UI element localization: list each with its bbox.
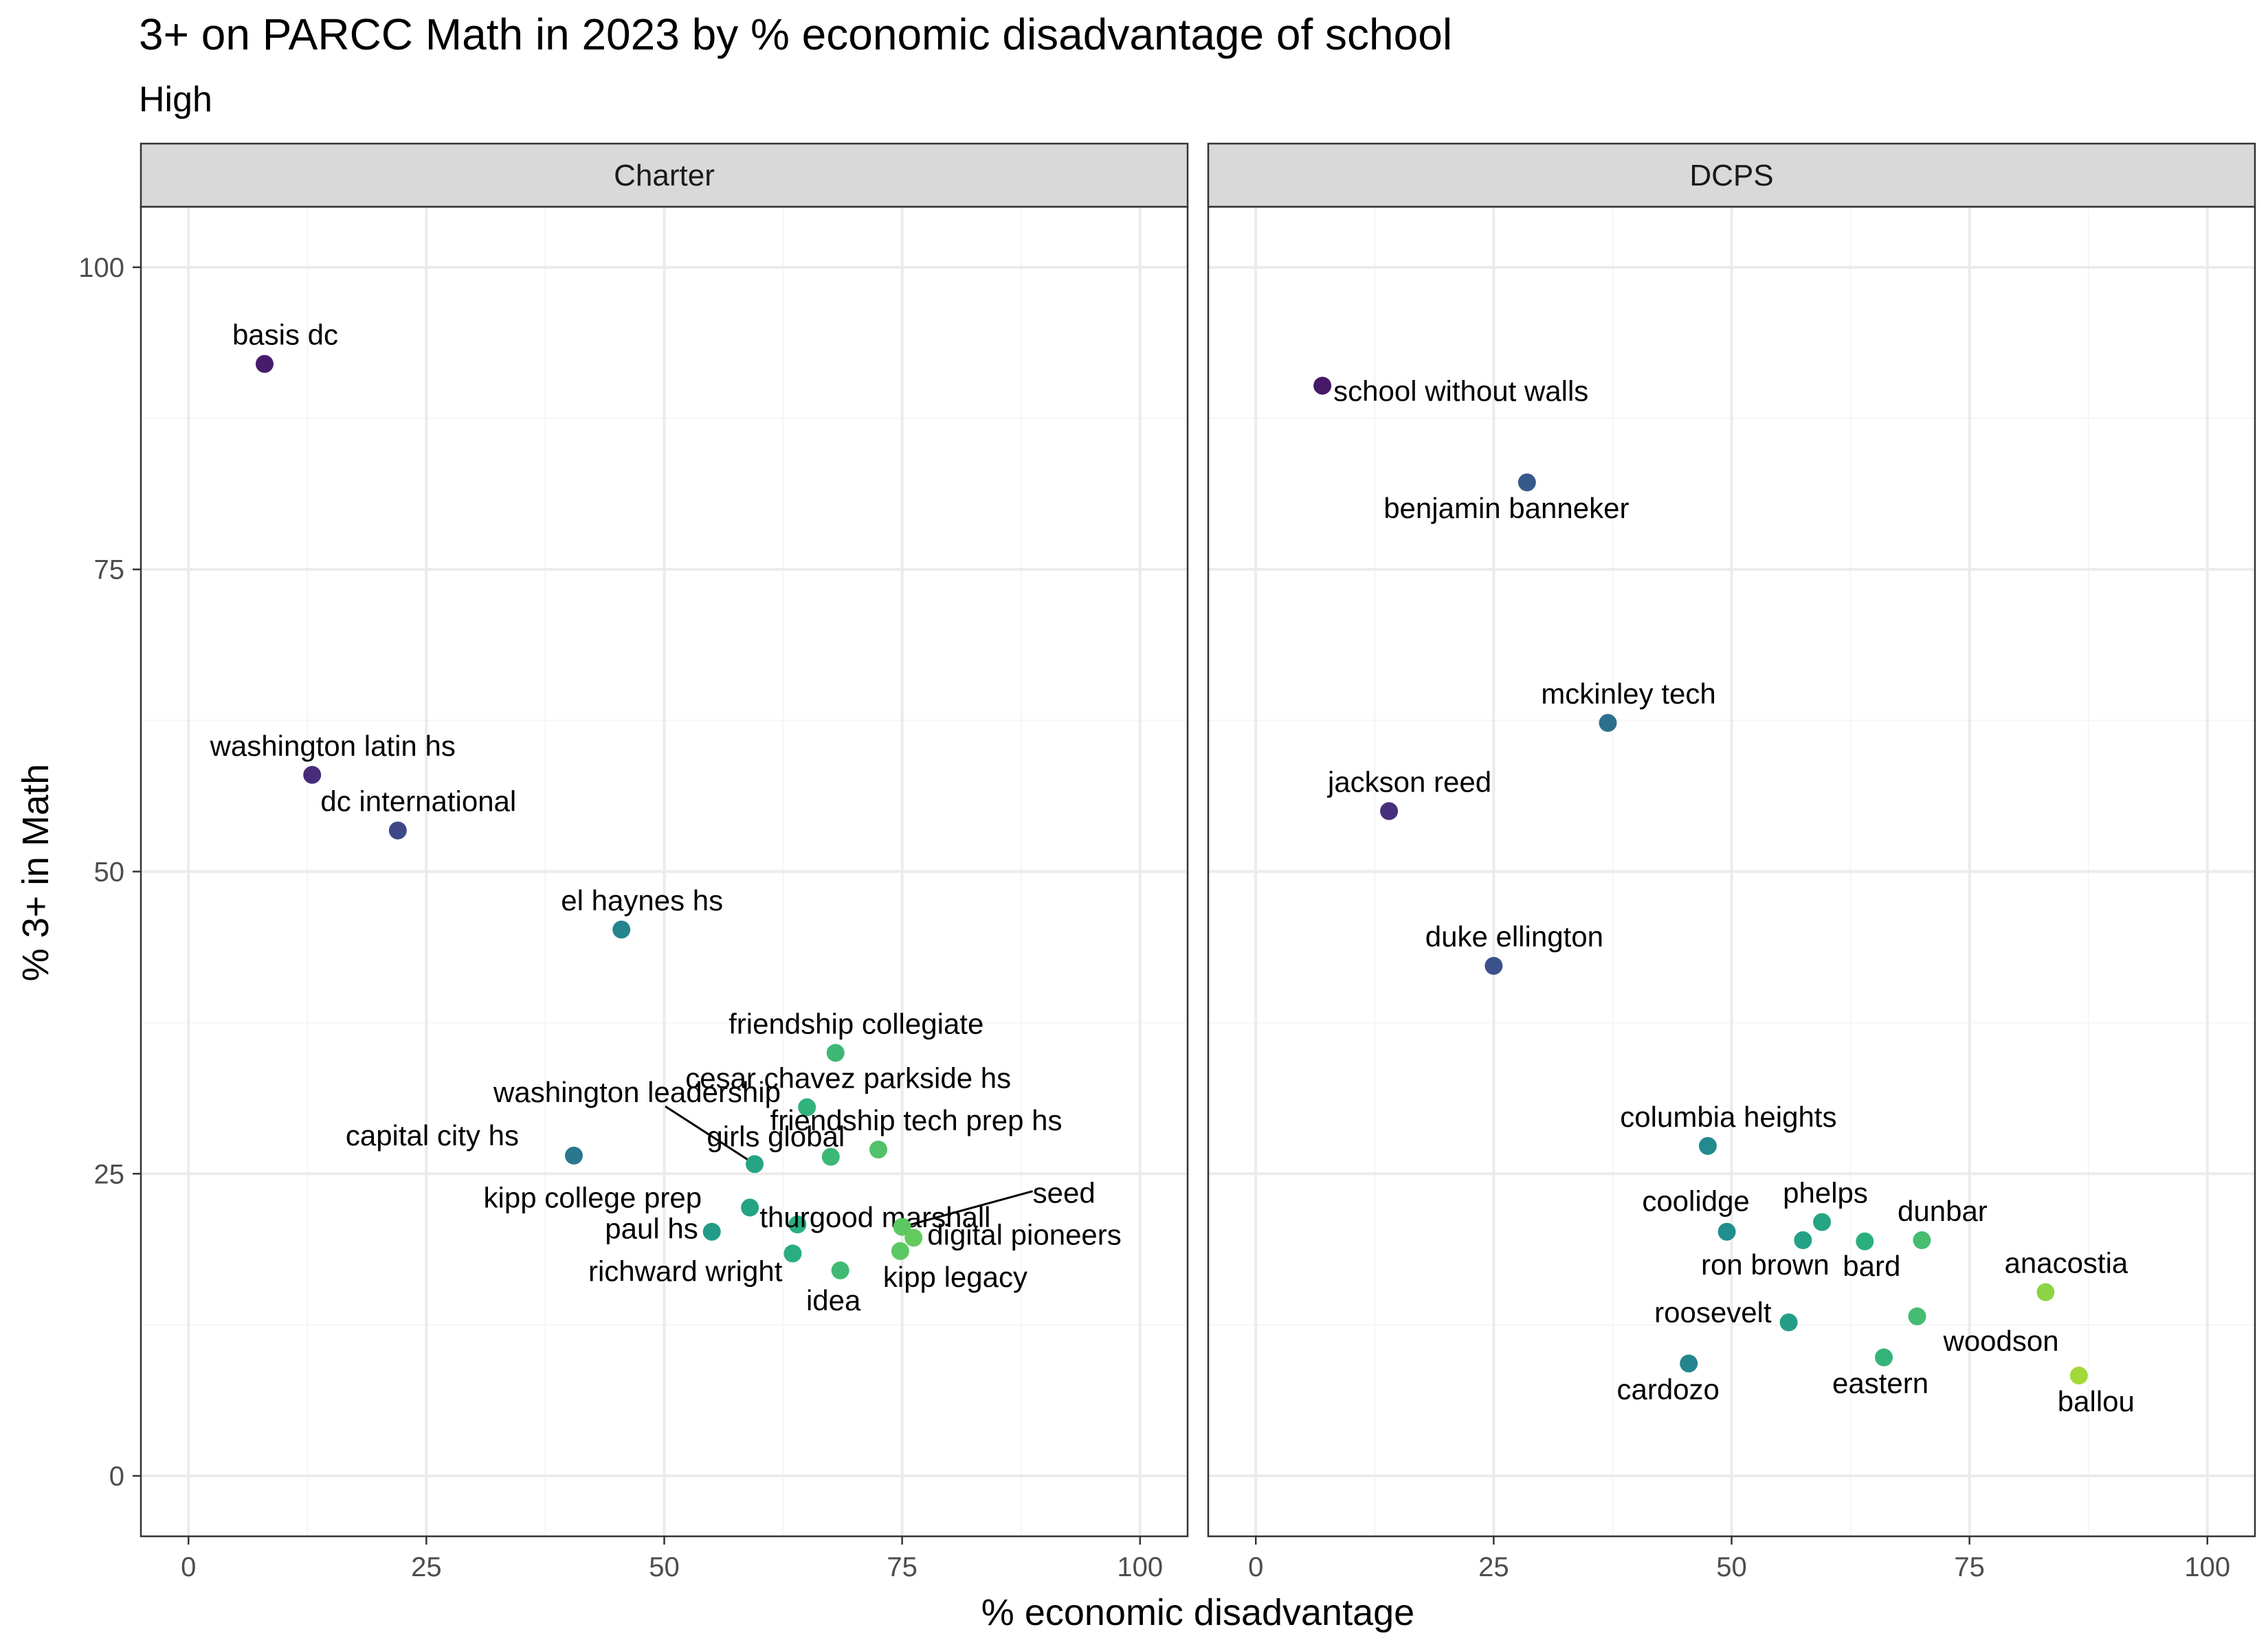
data-label: columbia heights	[1620, 1101, 1836, 1133]
data-label: jackson reed	[1326, 766, 1491, 798]
data-label: mckinley tech	[1541, 677, 1715, 710]
data-point	[1599, 714, 1617, 732]
data-label: basis dc	[232, 319, 338, 351]
data-label: anacostia	[2005, 1247, 2128, 1279]
data-label: richward wright	[588, 1255, 783, 1287]
data-point	[746, 1155, 764, 1174]
data-label: friendship collegiate	[729, 1007, 983, 1040]
data-label: digital pioneers	[927, 1219, 1122, 1251]
data-label: woodson	[1942, 1325, 2058, 1357]
label-leader-line	[902, 1190, 1034, 1229]
data-point	[1680, 1354, 1698, 1373]
x-tick-label: 25	[411, 1552, 442, 1582]
y-tick-label: 0	[109, 1461, 124, 1492]
data-point	[1813, 1213, 1832, 1231]
data-label: kipp legacy	[883, 1261, 1027, 1293]
data-label: el haynes hs	[561, 884, 723, 917]
panel-strip-label: DCPS	[1689, 159, 1773, 192]
data-point	[821, 1147, 840, 1166]
panel-strip-label: Charter	[614, 159, 715, 192]
data-point	[388, 821, 407, 840]
x-tick-label: 100	[1117, 1552, 1163, 1582]
data-label: washington latin hs	[210, 730, 456, 762]
data-point	[826, 1044, 845, 1062]
x-tick-label: 100	[2184, 1552, 2230, 1582]
x-tick-label: 25	[1478, 1552, 1509, 1582]
y-tick-label: 25	[94, 1159, 125, 1189]
data-label: cardozo	[1616, 1373, 1719, 1405]
data-label: dc international	[320, 785, 516, 818]
data-point	[1913, 1231, 1931, 1250]
data-point	[831, 1261, 849, 1279]
panel-strip	[140, 142, 1189, 208]
data-point	[891, 1242, 909, 1260]
data-point	[783, 1244, 802, 1263]
data-point	[702, 1222, 721, 1241]
data-label: school without walls	[1333, 374, 1588, 407]
panel-charter: Charter 0 25 50 75 100 0 25 50 75 100 basis dc washi…	[78, 142, 1189, 1582]
label-leader-line	[665, 1105, 755, 1165]
data-point	[798, 1098, 816, 1117]
panels: Charter 0 25 50 75 100 0 25 50 75 100 basis dc washi…	[78, 142, 2256, 1582]
data-label: cesar chavez parkside hs	[685, 1062, 1011, 1095]
data-point	[893, 1218, 911, 1236]
data-point	[1779, 1313, 1798, 1332]
data-label: duke ellington	[1425, 921, 1603, 953]
data-point	[1875, 1348, 1893, 1367]
data-point	[1698, 1136, 1717, 1155]
data-point	[869, 1141, 888, 1159]
data-point	[1485, 956, 1503, 975]
data-label: seed	[1033, 1177, 1096, 1209]
data-label: dunbar	[1898, 1195, 1988, 1227]
data-point	[1908, 1307, 1926, 1325]
data-point	[1313, 377, 1332, 395]
panel-strip	[1207, 142, 2256, 208]
data-label: kipp college prep	[484, 1182, 702, 1214]
data-point	[1717, 1222, 1736, 1241]
chart-title: 3+ on PARCC Math in 2023 by % economic d…	[139, 10, 1452, 59]
data-label: eastern	[1832, 1367, 1928, 1400]
y-axis-label: % 3+ in Math	[15, 764, 56, 982]
data-label: benjamin banneker	[1383, 492, 1629, 524]
data-point	[1517, 473, 1536, 492]
data-point	[904, 1229, 923, 1247]
data-point	[1380, 802, 1399, 820]
data-point	[1794, 1231, 1812, 1250]
data-label: ron brown	[1701, 1248, 1830, 1281]
y-tick-label: 50	[94, 857, 125, 888]
data-point	[255, 355, 274, 373]
data-point	[788, 1215, 807, 1234]
x-tick-label: 50	[1716, 1552, 1747, 1582]
data-label: idea	[806, 1284, 861, 1316]
chart-subtitle: High	[139, 80, 212, 120]
data-label: paul hs	[605, 1213, 698, 1245]
data-label: phelps	[1783, 1177, 1868, 1209]
y-tick-label: 75	[94, 555, 125, 585]
x-tick-label: 75	[1954, 1552, 1985, 1582]
panel-dcps: DCPS 0 25 50 75 100 school without walls benjam…	[1207, 142, 2256, 1582]
data-label: coolidge	[1642, 1185, 1749, 1218]
data-point	[612, 920, 631, 939]
data-point	[1856, 1232, 1874, 1250]
x-tick-label: 75	[887, 1552, 918, 1582]
data-label: capital city hs	[346, 1119, 519, 1152]
data-point	[2069, 1367, 2088, 1385]
data-label: washington leadership	[493, 1076, 781, 1108]
data-point	[741, 1198, 759, 1217]
data-label: girls global	[707, 1121, 845, 1153]
data-label: bard	[1843, 1250, 1900, 1282]
data-point	[564, 1146, 583, 1165]
data-point	[2036, 1283, 2055, 1301]
x-axis-label: % economic disadvantage	[981, 1592, 1414, 1633]
x-tick-label: 0	[1248, 1552, 1263, 1582]
data-point	[303, 765, 322, 784]
data-label: friendship tech prep hs	[770, 1104, 1063, 1136]
data-label: ballou	[2058, 1385, 2135, 1417]
data-label: roosevelt	[1654, 1297, 1772, 1329]
y-tick-label: 100	[78, 253, 124, 283]
x-tick-label: 0	[181, 1552, 196, 1582]
data-label: thurgood marshall	[759, 1201, 990, 1233]
x-tick-label: 50	[649, 1552, 680, 1582]
